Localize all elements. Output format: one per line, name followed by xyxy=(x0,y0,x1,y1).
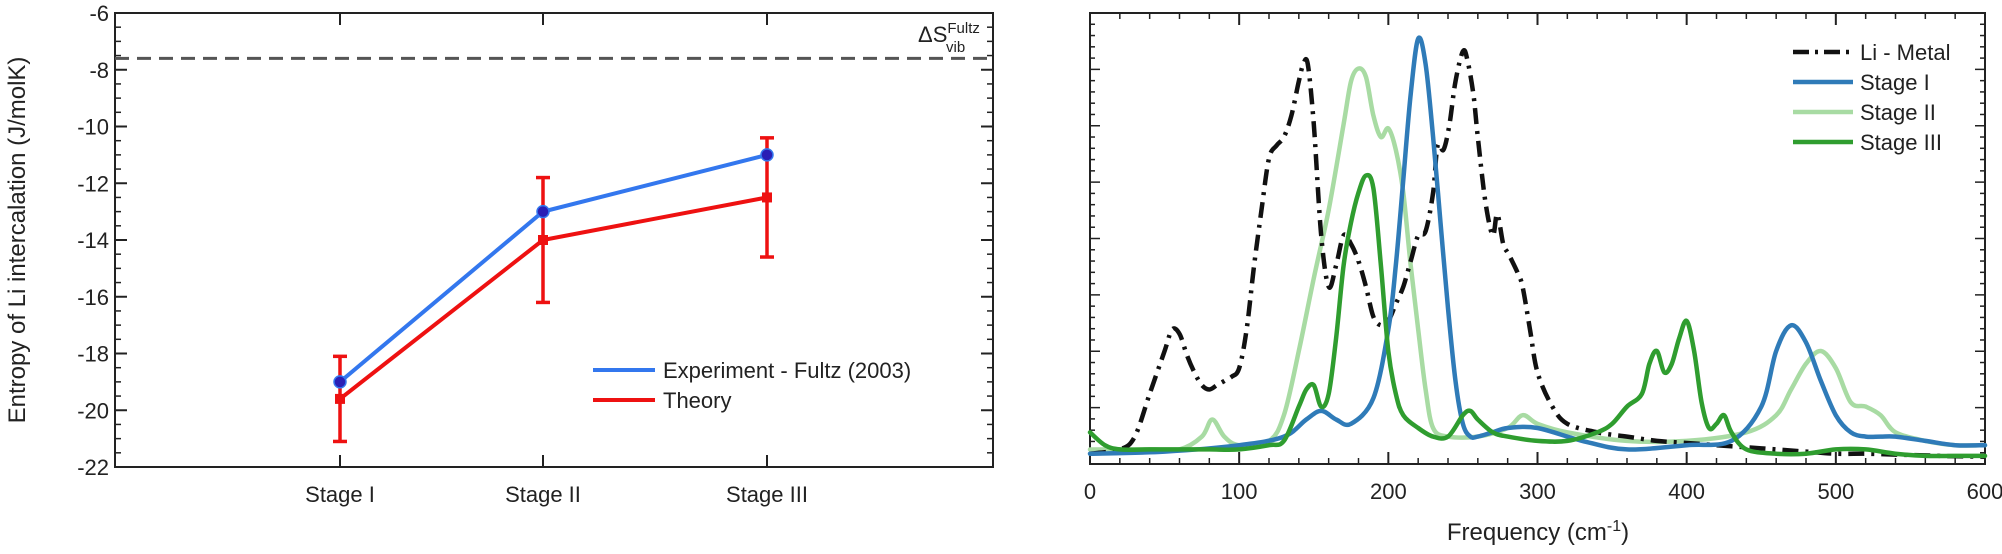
y-tick-label: -6 xyxy=(89,1,109,26)
x-tick-label: 200 xyxy=(1370,479,1407,504)
right-y-axis xyxy=(1090,23,1985,454)
x-tick-label: 500 xyxy=(1817,479,1854,504)
left-chart: -6-8-10-12-14-16-18-20-22 Stage I Stage I… xyxy=(4,1,994,507)
y-tick-label: -14 xyxy=(77,228,109,253)
legend-label: Li - Metal xyxy=(1860,40,1950,65)
y-tick-label: -18 xyxy=(77,342,109,367)
x-tick-label: Stage I xyxy=(305,482,375,507)
xlabel-sup: -1 xyxy=(1607,518,1621,535)
legend-label: Theory xyxy=(663,388,731,413)
x-tick-label: 0 xyxy=(1084,479,1096,504)
x-tick-label: 600 xyxy=(1967,479,2002,504)
xlabel-close: ) xyxy=(1621,519,1629,546)
series-line xyxy=(1089,47,1986,459)
left-legend: Experiment - Fultz (2003) Theory xyxy=(593,358,911,413)
legend-label: Stage III xyxy=(1860,130,1942,155)
x-tick-label: 100 xyxy=(1221,479,1258,504)
series-line xyxy=(1087,172,1988,459)
x-tick-label: 400 xyxy=(1668,479,1705,504)
series-line xyxy=(1087,35,1988,456)
y-tick-label: -20 xyxy=(77,398,109,423)
x-tick-label: Stage III xyxy=(726,482,808,507)
data-point xyxy=(762,192,772,203)
right-series-group xyxy=(1087,35,1988,459)
y-tick-label: -10 xyxy=(77,115,109,140)
y-tick-label: -12 xyxy=(77,171,109,196)
data-point xyxy=(335,393,345,404)
legend-label: Stage II xyxy=(1860,100,1936,125)
y-tick-label: -8 xyxy=(89,58,109,83)
right-x-axis-title: Frequency (cm-1) xyxy=(1447,518,1629,546)
legend-label: Stage I xyxy=(1860,70,1930,95)
reference-label: ΔSFultz vib xyxy=(918,20,980,56)
left-y-axis: -6 -8 -10 -12 -14 -16 -18 -20 -22 xyxy=(77,1,993,480)
x-tick-label: Stage II xyxy=(505,482,581,507)
x-tick-label: 300 xyxy=(1519,479,1556,504)
left-series-group xyxy=(333,136,774,444)
series-line xyxy=(1087,66,1988,453)
y-tick-label: -22 xyxy=(77,455,109,480)
right-legend: Li - Metal Stage I Stage II Stage III xyxy=(1793,40,1950,155)
left-y-axis-title: Entropy of Li intercalation (J/molK) xyxy=(4,57,31,424)
data-point xyxy=(536,204,550,219)
right-chart: 0 100 200 300 400 500 600 Frequency (cm-1) Li … xyxy=(1084,12,2002,546)
xlabel-main: Frequency (cm xyxy=(1447,519,1607,546)
reference-label-base: ΔS xyxy=(918,22,947,47)
right-x-axis: 0 100 200 300 400 500 600 xyxy=(1084,13,2002,504)
left-x-axis: Stage I Stage II Stage III xyxy=(305,13,808,507)
data-point xyxy=(760,148,774,162)
reference-label-sup: Fultz xyxy=(947,20,980,37)
data-point xyxy=(538,235,548,245)
legend-label: Experiment - Fultz (2003) xyxy=(663,358,911,383)
y-tick-label: -16 xyxy=(77,285,109,310)
data-point xyxy=(333,375,347,389)
left-plot-frame xyxy=(114,12,994,468)
reference-label-sub: vib xyxy=(946,39,965,56)
reference-line-group: ΔSFultz vib xyxy=(115,20,993,60)
